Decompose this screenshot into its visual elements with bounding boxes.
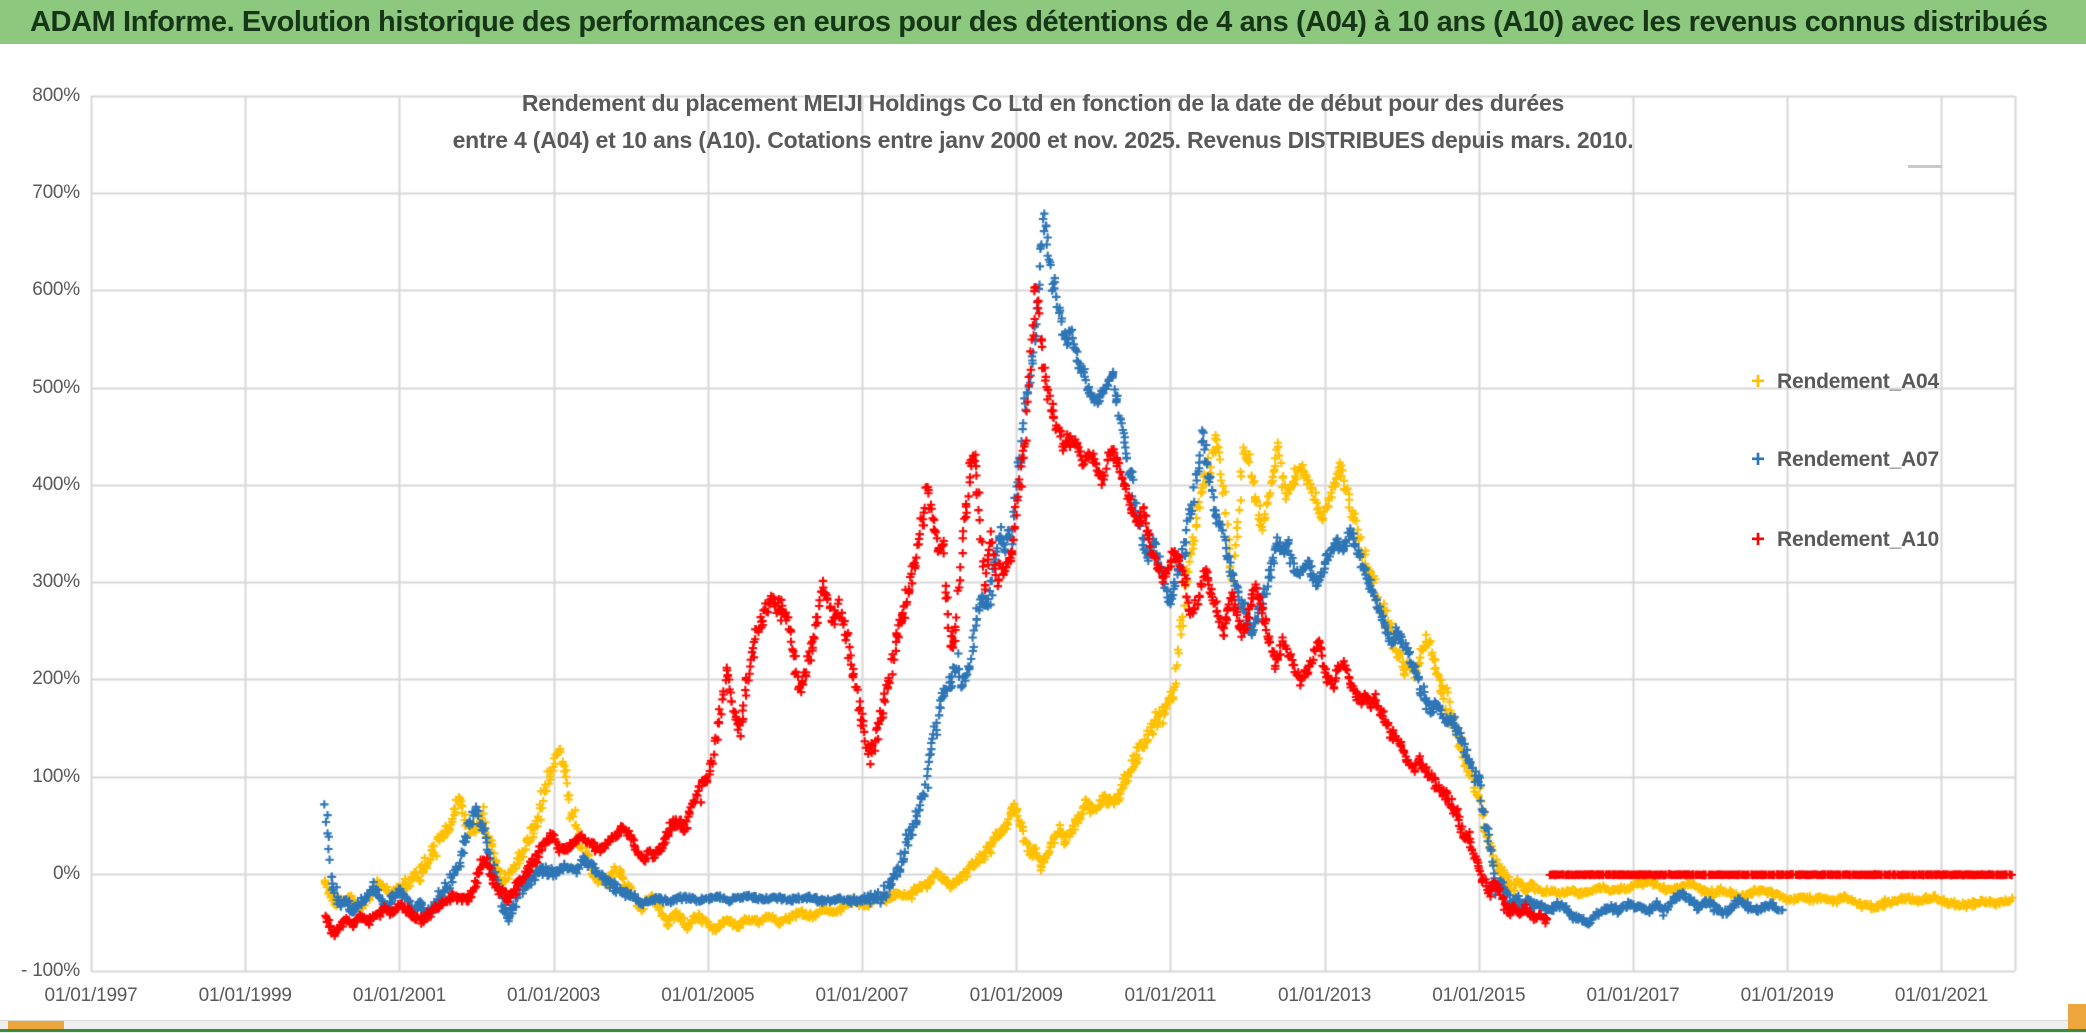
- x-tick-label: 01/01/2007: [815, 985, 909, 1006]
- bottom-green-line: [0, 1029, 2086, 1032]
- x-tick-label: 01/01/2005: [661, 985, 755, 1006]
- y-tick-label: 0%: [52, 862, 80, 884]
- y-tick-label: 800%: [32, 85, 80, 106]
- x-tick-label: 01/01/2019: [1740, 985, 1834, 1006]
- x-tick-label: 01/01/2017: [1586, 985, 1680, 1006]
- x-tick-label: 01/01/2021: [1894, 985, 1988, 1006]
- legend-item-label: Rendement_A04: [1777, 370, 1939, 393]
- x-tick-label: 01/01/2003: [507, 985, 601, 1006]
- legend-item-label: Rendement_A10: [1777, 528, 1939, 551]
- legend-item-a04: + Rendement_A04: [1745, 369, 1939, 395]
- y-tick-label: 700%: [32, 182, 80, 204]
- plus-marker-icon: +: [1750, 368, 1765, 395]
- x-tick-label: 01/01/2009: [969, 985, 1063, 1006]
- legend-item-a07: + Rendement_A07: [1745, 447, 1939, 473]
- x-tick-label: 01/01/2013: [1278, 985, 1372, 1006]
- x-tick-label: 01/01/2015: [1432, 985, 1526, 1006]
- gold-accent-bottom-right: [2068, 1004, 2086, 1030]
- legend-item-a10: + Rendement_A10: [1745, 527, 1939, 553]
- x-tick-label: 01/01/1997: [44, 985, 138, 1006]
- x-tick-label: 01/01/2011: [1124, 985, 1217, 1006]
- chart-title-line1: Rendement du placement MEIJI Holdings Co…: [521, 90, 1565, 116]
- chart-area: Rendement du placement MEIJI Holdings Co…: [0, 44, 2086, 1020]
- chart-title-line2: entre 4 (A04) et 10 ans (A10). Cotations…: [452, 127, 1634, 153]
- header-bar: ADAM Informe. Evolution historique des p…: [0, 0, 2086, 44]
- y-tick-label: 300%: [32, 571, 80, 593]
- y-tick-label: - 100%: [20, 960, 80, 981]
- chart-plot-canvas: [0, 44, 2086, 1020]
- header-title: ADAM Informe. Evolution historique des p…: [30, 5, 2048, 38]
- x-tick-label: 01/01/2001: [352, 985, 446, 1006]
- divider-dash: [1908, 165, 1942, 168]
- y-tick-label: 100%: [32, 765, 80, 787]
- y-tick-label: 200%: [32, 668, 80, 690]
- x-tick-label: 01/01/1999: [198, 985, 292, 1006]
- plus-marker-icon: +: [1750, 446, 1765, 473]
- legend-item-label: Rendement_A07: [1777, 448, 1939, 471]
- y-tick-label: 400%: [32, 473, 80, 495]
- y-tick-label: 500%: [32, 376, 80, 398]
- gold-accent-bottom-left: [8, 1021, 64, 1030]
- y-tick-label: 600%: [32, 279, 80, 301]
- plus-marker-icon: +: [1750, 526, 1765, 553]
